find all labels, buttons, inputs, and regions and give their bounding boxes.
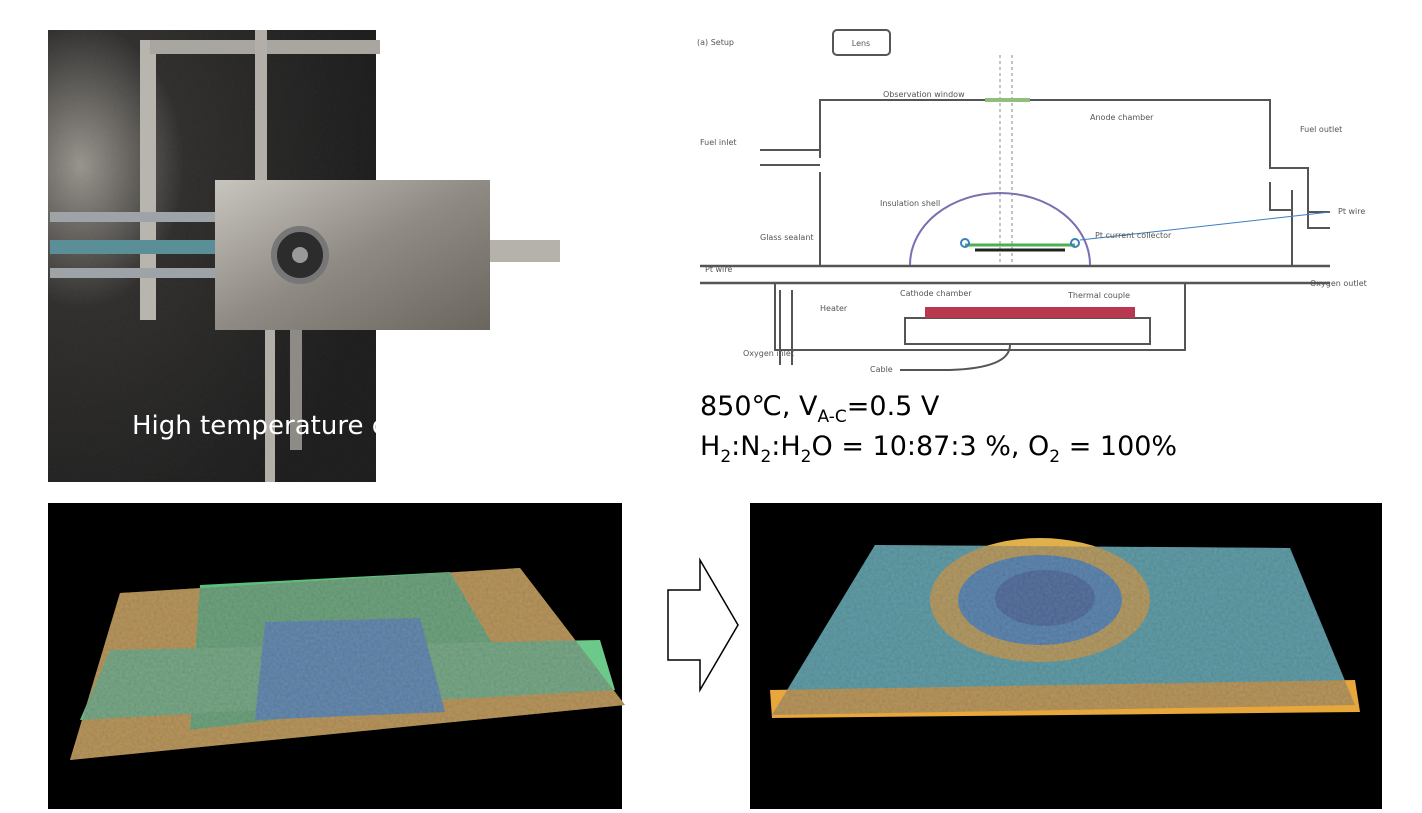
condition-text: :N: [731, 431, 760, 462]
subscript: 2: [760, 447, 771, 467]
setup-label: Pt wire: [1338, 207, 1365, 216]
condition-text: O = 10:87:3 %, O: [812, 431, 1050, 462]
arrow: [667, 557, 739, 693]
setup-label: Fuel inlet: [700, 138, 737, 147]
setup-label: Observation window: [883, 90, 965, 99]
condition-text: =0.5 V: [847, 391, 940, 422]
setup-diagram: [700, 29, 1331, 371]
setup-label: Anode chamber: [1090, 113, 1154, 122]
photo-caption: High temperature chamber: [132, 411, 487, 441]
setup-label: Lens: [852, 39, 870, 48]
chamber-photo: High temperature chamber: [48, 30, 560, 482]
setup-label: Oxygen inlet: [743, 349, 794, 358]
subscript: 2: [801, 447, 812, 467]
setup-label: Cable: [870, 365, 893, 374]
condition-text: = 100%: [1060, 431, 1177, 462]
subscript: A-C: [818, 407, 847, 427]
setup-label: Cathode chamber: [900, 289, 972, 298]
setup-title: (a) Setup: [697, 38, 734, 47]
condition-line: 850℃, VA-C=0.5 V: [700, 391, 940, 427]
condition-text: H: [700, 431, 720, 462]
subscript: 2: [1049, 447, 1060, 467]
surface-after: [750, 503, 1382, 809]
surface-before: [48, 503, 625, 809]
setup-label: Heater: [820, 304, 848, 313]
condition-text: :H: [771, 431, 800, 462]
setup-label: Glass sealant: [760, 233, 814, 242]
setup-labels: (a) Setup Lens Observation window Anode ch…: [697, 38, 1367, 374]
condition-text: 850℃, V: [700, 391, 818, 422]
setup-label: Fuel outlet: [1300, 125, 1342, 134]
setup-label: Pt current collector: [1095, 231, 1172, 240]
setup-label: Insulation shell: [880, 199, 940, 208]
setup-label: Pt wire: [705, 265, 732, 274]
subscript: 2: [720, 447, 731, 467]
condition-line: H2:N2:H2O = 10:87:3 %, O2 = 100%: [700, 431, 1177, 467]
setup-label: Thermal couple: [1067, 291, 1130, 300]
setup-label: Oxygen outlet: [1310, 279, 1367, 288]
